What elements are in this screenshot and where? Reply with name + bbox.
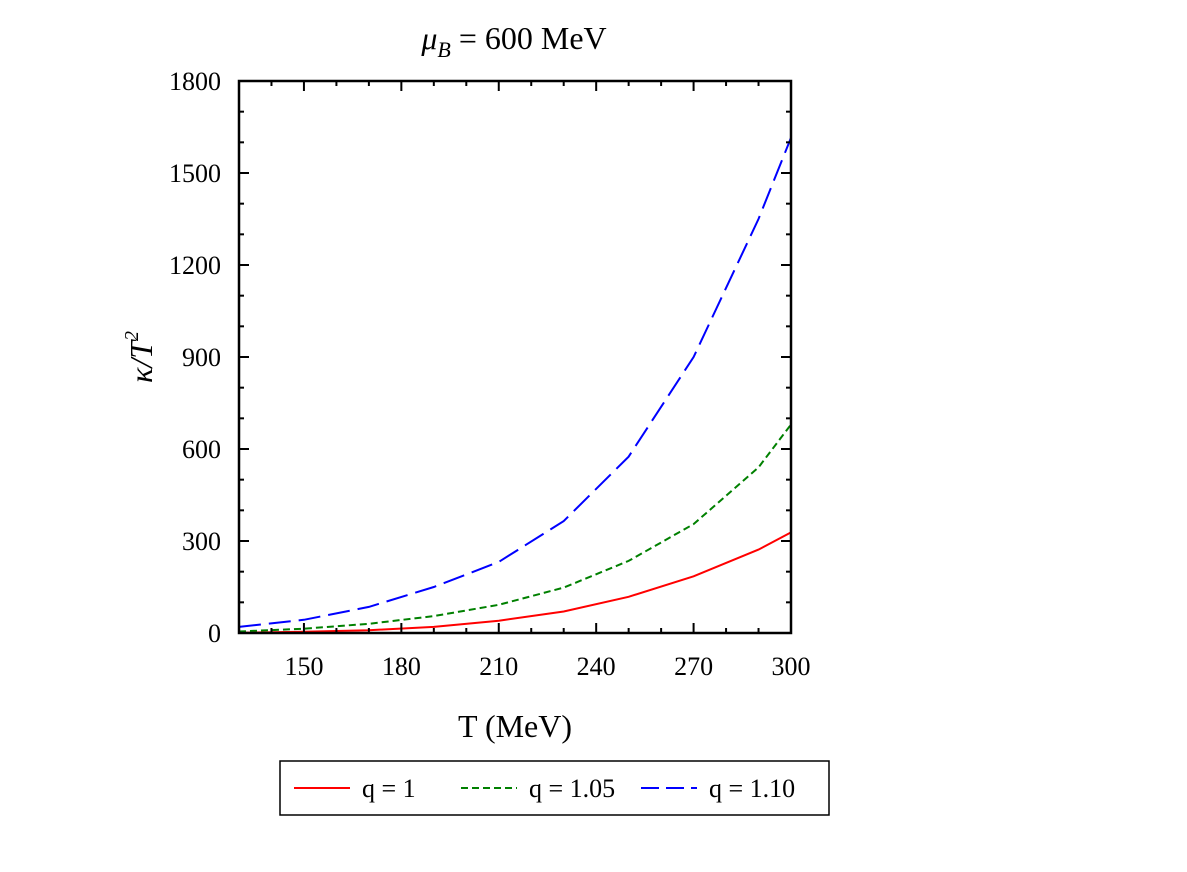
chart-title: μB = 600 MeV [420,20,606,62]
x-tick-label: 150 [284,652,323,681]
y-tick-label: 1200 [169,251,221,280]
title-rest: = 600 MeV [451,20,607,56]
svg-text:κ/T2: κ/T2 [121,331,159,383]
legend-label-2: q = 1.05 [529,774,615,803]
title-mu: μ [420,20,437,56]
y-axis-title: κ/T2 [121,331,159,383]
x-tick-label: 210 [479,652,518,681]
legend-label-3: q = 1.10 [709,774,795,803]
plot-area [238,137,792,634]
series-line-2 [238,423,792,633]
title-subscript: B [437,37,450,62]
x-tick-label: 240 [577,652,616,681]
x-tick-label: 180 [382,652,421,681]
plot-frame [237,79,793,635]
x-tick-label: 300 [772,652,811,681]
y-tick-label: 600 [182,435,221,464]
series-line-1 [238,531,792,634]
legend-label-1: q = 1 [362,774,416,803]
legend: q = 1 q = 1.05 q = 1.10 [279,760,830,816]
y-tick-label: 1500 [169,159,221,188]
y-tick-label: 300 [182,527,221,556]
y-tick-label: 900 [182,343,221,372]
x-tick-label: 270 [674,652,713,681]
series-line-3 [238,137,792,628]
x-axis-title: T (MeV) [458,708,572,744]
y-tick-label: 1800 [169,67,221,96]
axis-ticks [239,81,791,633]
legend-box [279,760,830,816]
y-tick-label: 0 [208,619,221,648]
y-axis-title-main: κ/T [123,339,159,383]
y-axis-title-sup: 2 [121,331,143,341]
